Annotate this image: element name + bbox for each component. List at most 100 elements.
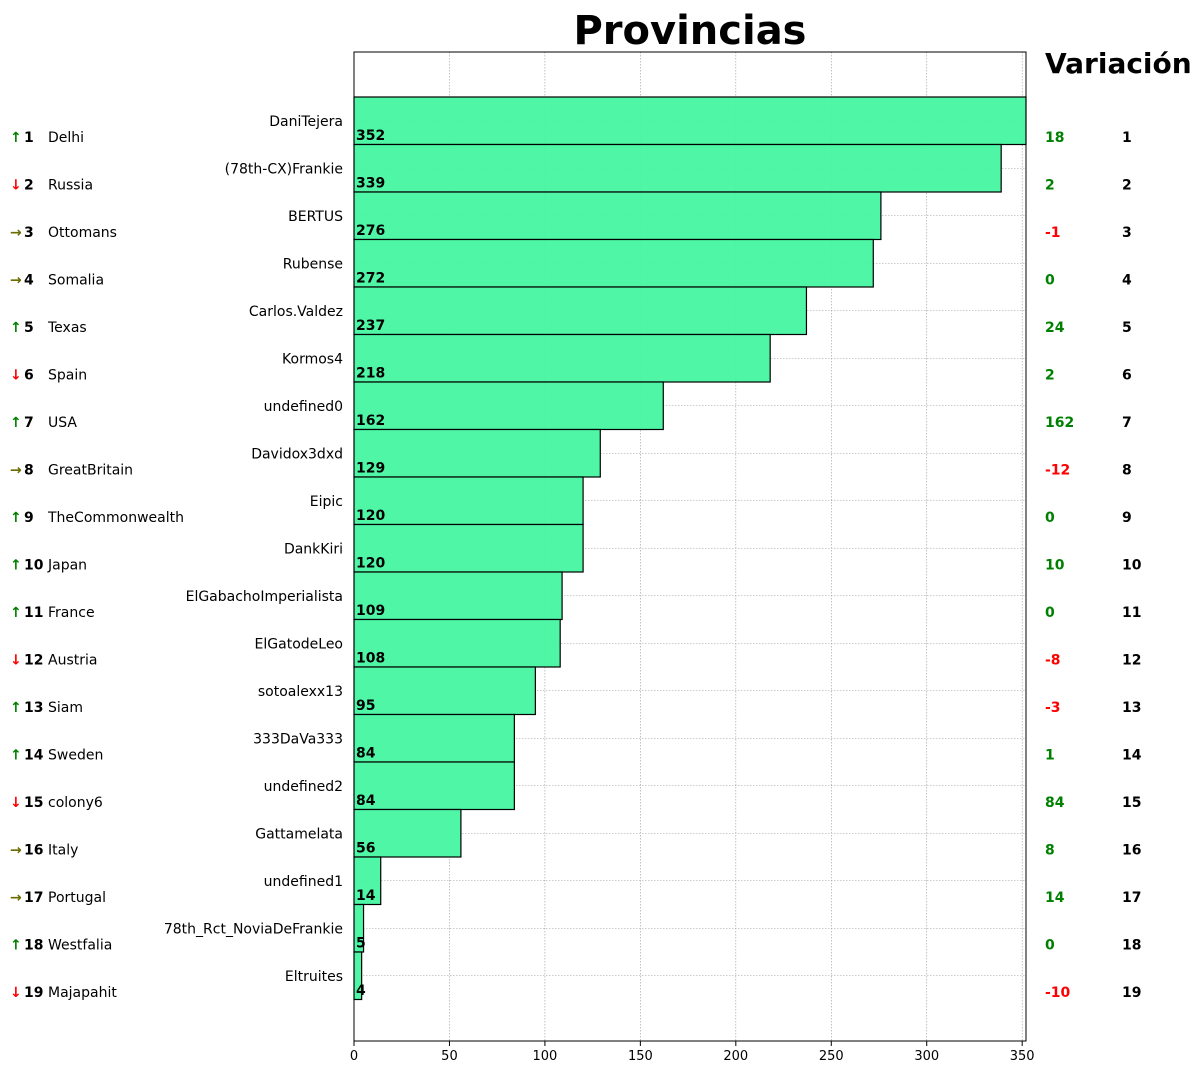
country-name: Delhi — [48, 130, 84, 146]
plot-area-frame — [353, 51, 1027, 1042]
category-label: Rubense — [283, 257, 343, 273]
variation-value: -8 — [1045, 653, 1061, 669]
variation-rank: 6 — [1122, 368, 1132, 384]
rank-number: 7 — [24, 415, 34, 431]
trend-same-icon: → — [10, 463, 22, 479]
variation-value: 1 — [1045, 748, 1055, 764]
variation-rank: 2 — [1122, 178, 1132, 194]
trend-down-icon: ↓ — [10, 368, 22, 384]
country-name: TheCommonwealth — [47, 510, 184, 526]
variation-value: 24 — [1045, 320, 1065, 336]
bar-value-label: 237 — [356, 318, 385, 334]
country-name: Spain — [48, 368, 87, 384]
bar-value-label: 108 — [356, 651, 385, 667]
variation-value: -3 — [1045, 700, 1061, 716]
country-name: Somalia — [48, 273, 104, 289]
variation-value: -1 — [1045, 225, 1061, 241]
country-name: Ottomans — [48, 225, 117, 241]
country-name: Siam — [48, 700, 83, 716]
rank-number: 13 — [24, 700, 43, 716]
bar-value-label: 339 — [356, 176, 385, 192]
category-label: Davidox3dxd — [251, 447, 343, 463]
bar — [353, 286, 808, 336]
variation-value: 8 — [1045, 843, 1055, 859]
category-label: Eltruites — [285, 969, 343, 985]
bar — [353, 191, 882, 241]
country-name: USA — [48, 415, 77, 431]
category-label: sotoalexx13 — [258, 684, 343, 700]
trend-up-icon: ↑ — [10, 415, 22, 431]
bar-value-label: 276 — [356, 223, 385, 239]
variation-rank: 16 — [1122, 843, 1141, 859]
x-tick-label: 350 — [1010, 1049, 1035, 1064]
rank-number: 1 — [24, 130, 34, 146]
rank-number: 6 — [24, 368, 34, 384]
variation-value: 0 — [1045, 273, 1055, 289]
category-label: Gattamelata — [255, 827, 343, 843]
bar-value-label: 352 — [356, 128, 385, 144]
rank-number: 17 — [24, 890, 43, 906]
variation-value: 18 — [1045, 130, 1064, 146]
category-label: DankKiri — [284, 542, 343, 558]
x-tick-label: 0 — [350, 1049, 358, 1064]
category-label: ElGabachoImperialista — [186, 589, 343, 605]
country-name: Portugal — [48, 890, 106, 906]
bar-value-label: 14 — [356, 888, 376, 904]
bar — [353, 96, 1027, 146]
bar — [353, 428, 601, 478]
variation-rank: 9 — [1122, 510, 1132, 526]
variation-value: 162 — [1045, 415, 1074, 431]
trend-up-icon: ↑ — [10, 558, 22, 574]
x-tick-label: 100 — [532, 1049, 557, 1064]
category-label: DaniTejera — [269, 114, 343, 130]
x-tick-label: 150 — [628, 1049, 653, 1064]
category-label: (78th-CX)Frankie — [225, 162, 343, 178]
country-name: Russia — [48, 178, 93, 194]
x-tick-label: 50 — [441, 1049, 458, 1064]
variation-value: 84 — [1045, 795, 1065, 811]
x-axis: 0 50 100 150 200 250 300 350 — [350, 1041, 1035, 1064]
category-label: undefined2 — [264, 779, 343, 795]
rank-number: 19 — [24, 985, 43, 1001]
trend-up-icon: ↑ — [10, 700, 22, 716]
rank-number: 2 — [24, 178, 34, 194]
bar — [353, 333, 771, 383]
bar-value-label: 218 — [356, 366, 385, 382]
trend-up-icon: ↑ — [10, 938, 22, 954]
category-label: ElGatodeLeo — [255, 637, 343, 653]
bar — [353, 713, 515, 763]
variation-value: 0 — [1045, 938, 1055, 954]
category-label: 78th_Rct_NoviaDeFrankie — [164, 922, 343, 938]
x-tick-label: 250 — [819, 1049, 844, 1064]
variation-rank: 10 — [1122, 558, 1142, 574]
trend-up-icon: ↑ — [10, 130, 22, 146]
category-label: BERTUS — [288, 209, 343, 225]
country-name: Westfalia — [48, 938, 112, 954]
variation-rank: 3 — [1122, 225, 1132, 241]
x-tick-label: 300 — [914, 1049, 939, 1064]
country-name: Sweden — [48, 748, 103, 764]
rank-number: 3 — [24, 225, 34, 241]
country-name: France — [48, 605, 95, 621]
variation-rank: 12 — [1122, 653, 1141, 669]
variation-value: 0 — [1045, 605, 1055, 621]
variation-rank: 13 — [1122, 700, 1141, 716]
bar-value-label: 120 — [356, 508, 385, 524]
bar-value-label: 56 — [356, 841, 375, 857]
variation-rank: 15 — [1122, 795, 1141, 811]
category-label: Kormos4 — [282, 352, 343, 368]
variation-value: 14 — [1045, 890, 1065, 906]
trend-up-icon: ↑ — [10, 605, 22, 621]
rank-list: ↑ 1 Delhi↓ 2 Russia→ 3 Ottomans→ 4 Somalia↑ 5 Texa… — [10, 130, 184, 1001]
trend-same-icon: → — [10, 273, 22, 289]
rank-number: 14 — [24, 748, 44, 764]
rank-number: 15 — [24, 795, 43, 811]
category-label: undefined1 — [264, 874, 343, 890]
bar — [353, 618, 561, 668]
country-name: GreatBritain — [48, 463, 133, 479]
bar-value-label: 95 — [356, 698, 375, 714]
rank-number: 16 — [24, 843, 43, 859]
trend-up-icon: ↑ — [10, 510, 22, 526]
country-name: Austria — [48, 653, 97, 669]
bar-value-label: 84 — [356, 746, 376, 762]
